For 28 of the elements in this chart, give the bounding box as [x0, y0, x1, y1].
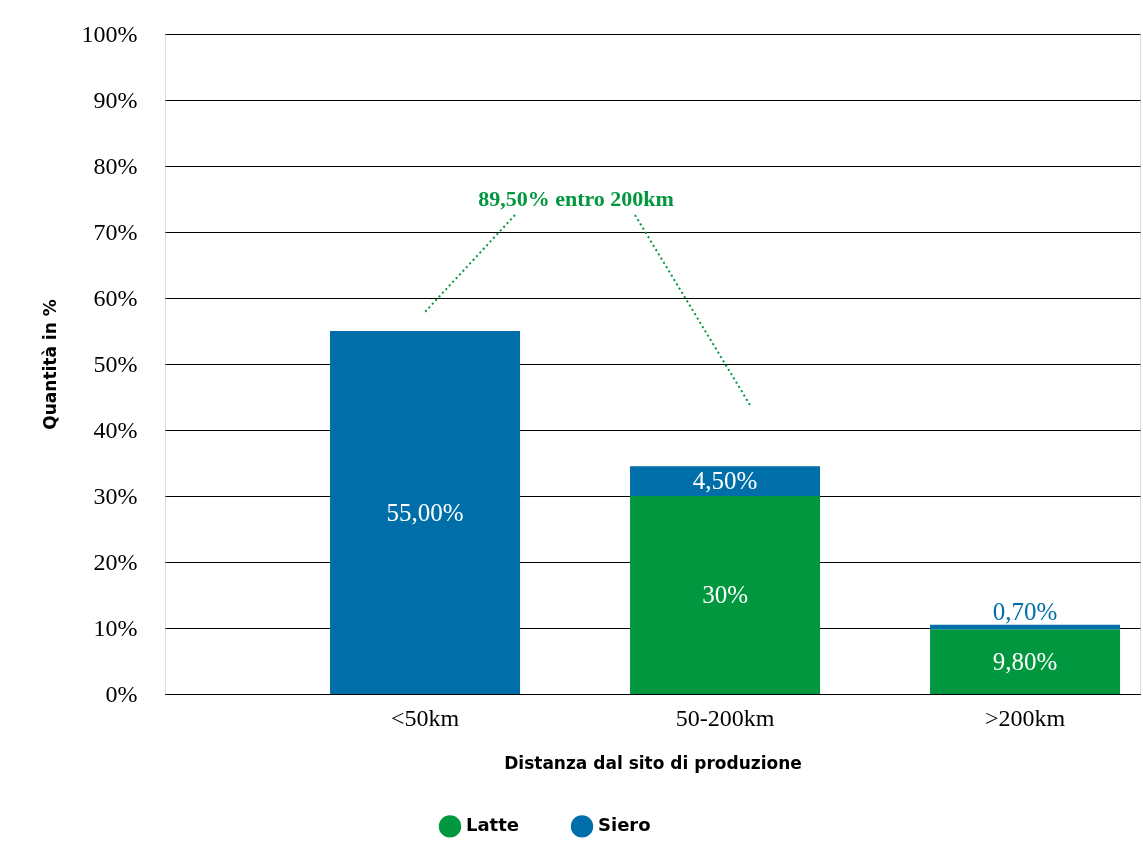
bar	[630, 496, 821, 694]
legend-label: Siero	[598, 814, 651, 836]
bar	[330, 331, 521, 694]
y-tick-label: 70%	[93, 218, 138, 245]
data-label: 9,80%	[992, 647, 1058, 675]
y-tick-label: 10%	[93, 614, 138, 641]
y-tick-label: 90%	[93, 86, 138, 113]
y-tick-label: 100%	[81, 20, 138, 47]
annotation: 89,50% entro 200km	[478, 186, 674, 211]
x-tick-label: >200km	[984, 704, 1066, 731]
data-label: 0,70%	[992, 597, 1058, 625]
y-tick-label: 0%	[105, 680, 138, 707]
y-axis-title: Quantità in %	[39, 299, 60, 430]
x-tick-label: <50km	[390, 704, 460, 731]
y-tick-label: 80%	[93, 152, 138, 179]
bar	[930, 629, 1121, 694]
x-tick-label: 50-200km	[675, 704, 775, 731]
y-tick-label: 50%	[93, 350, 138, 377]
bar	[630, 466, 821, 496]
data-label: 4,50%	[692, 467, 758, 495]
legend-label: Latte	[466, 814, 520, 836]
x-axis-title: Distanza dal sito di produzione	[504, 752, 802, 773]
data-label: 55,00%	[386, 498, 464, 526]
y-tick-label: 30%	[93, 482, 138, 509]
y-tick-label: 60%	[93, 284, 138, 311]
y-tick-label: 20%	[93, 548, 138, 575]
y-tick-label: 40%	[93, 416, 138, 443]
data-label: 30%	[702, 581, 748, 608]
